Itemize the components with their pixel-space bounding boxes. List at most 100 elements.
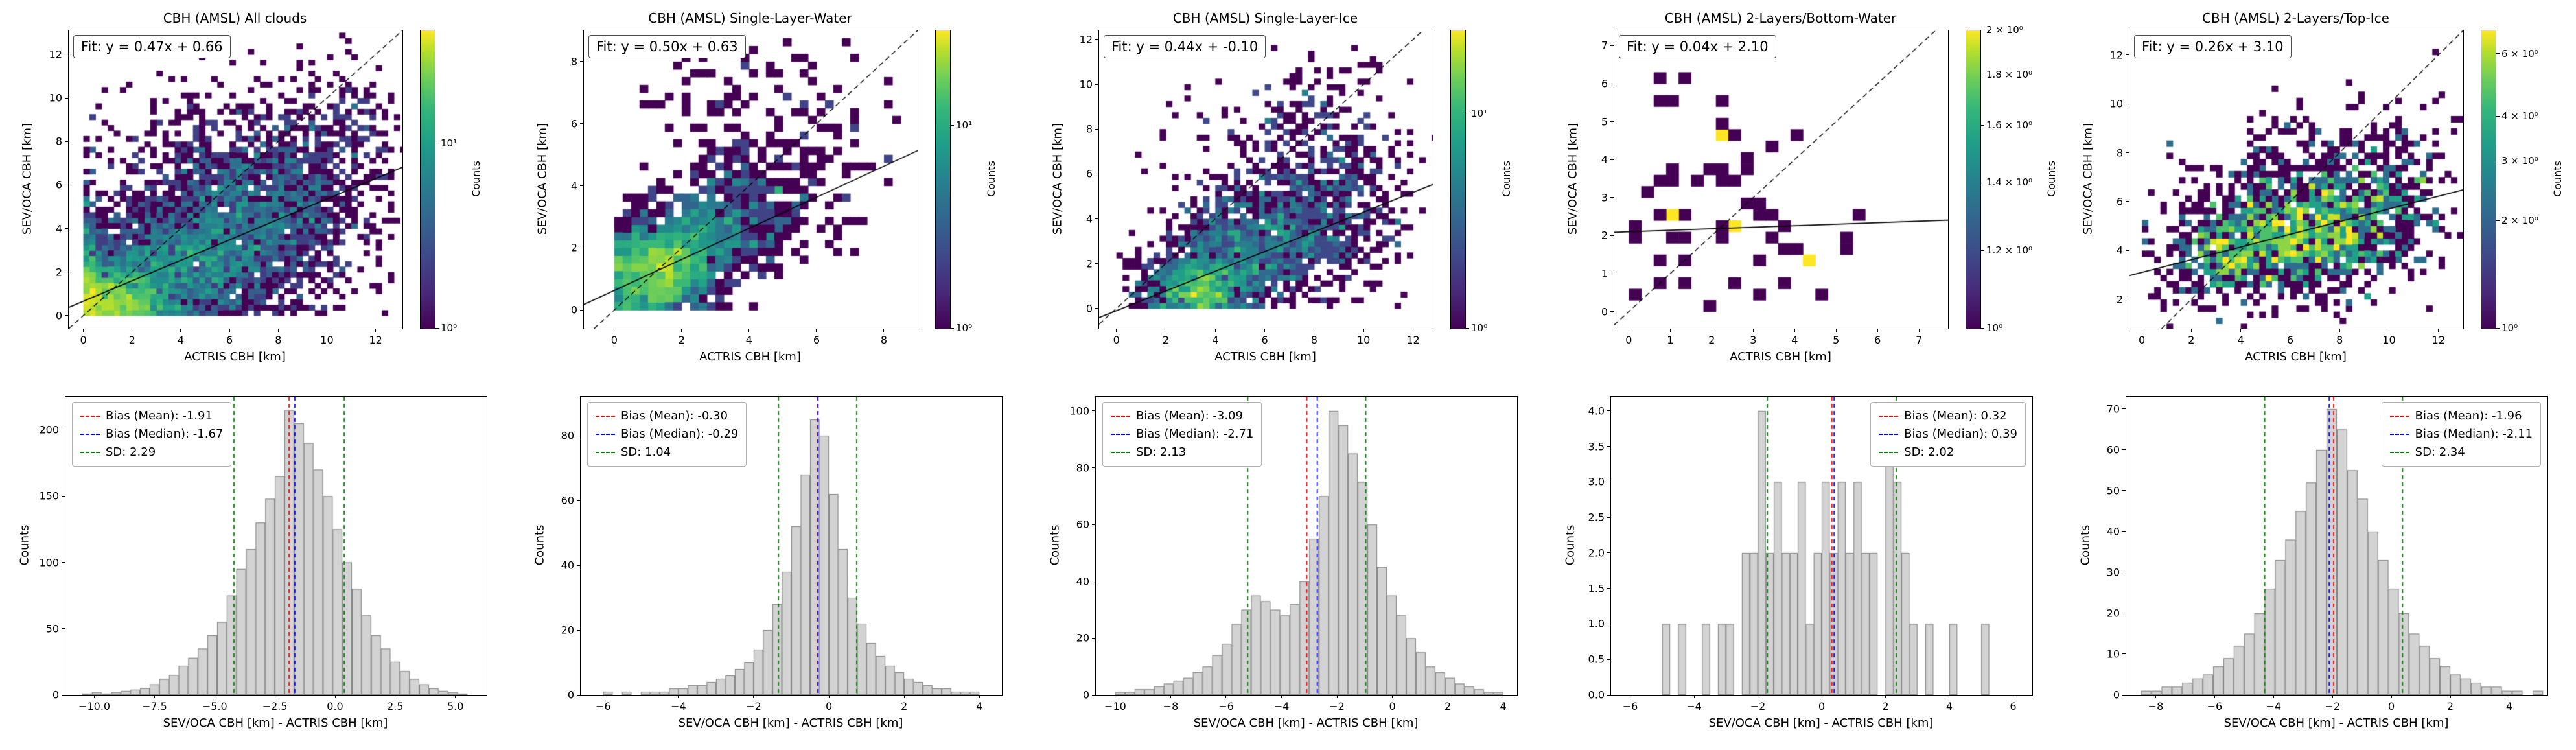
y-tick-mark [577, 500, 580, 501]
y-tick-label: 1 [1601, 267, 1608, 280]
colorbar-tick-mark [2496, 53, 2500, 54]
y-tick-label: 4 [1601, 153, 1608, 166]
legend-label: Bias (Median): 0.39 [1904, 427, 2017, 441]
x-tick-label: 6 [813, 334, 820, 346]
legend-item-bias-mean: Bias (Mean): -1.91 [80, 407, 223, 425]
legend-item-sd: SD: 2.13 [1111, 443, 1253, 462]
y-tick-label: 2 [1601, 229, 1608, 242]
y-tick-label: 2.0 [1588, 546, 1605, 559]
x-tick-label: −4 [671, 700, 686, 712]
x-tick-label: 0 [825, 700, 833, 712]
colorbar: Counts 10¹ 10⁰ [1450, 30, 1544, 334]
x-tick-mark [1264, 329, 1266, 332]
colorbar-tick-mark [951, 327, 954, 329]
legend-label: Bias (Mean): -1.91 [106, 409, 213, 423]
legend-item-bias-median: Bias (Median): -0.29 [596, 425, 738, 443]
y-axis-label: SEV/OCA CBH [km] [535, 123, 550, 235]
chart-title: CBH (AMSL) 2-Layers/Bottom-Water [1664, 10, 1897, 26]
legend-label: SD: 1.04 [621, 445, 671, 459]
y-tick-mark [2122, 490, 2126, 491]
plot-area: Fit: y = 0.50x + 0.63 0 2 4 6 8 0 2 4 6 8 [571, 30, 918, 346]
sd-line-swatch [1111, 451, 1130, 453]
plot-area: Fit: y = 0.47x + 0.66 0 2 4 6 8 10 12 0 2 4 6 8 10 12 [49, 30, 403, 346]
median-line-swatch [596, 433, 615, 435]
colorbar-label: Counts [2045, 161, 2058, 197]
median-line-swatch [1879, 433, 1899, 435]
y-tick-mark [62, 628, 65, 629]
colorbar-tick-mark [2496, 115, 2500, 117]
colorbar-tick-label: 6 × 10⁰ [2501, 47, 2538, 60]
x-tick-mark [1336, 695, 1338, 698]
y-tick-label: 20 [2106, 607, 2120, 620]
y-tick-label: 3.5 [1588, 440, 1605, 453]
x-tick-label: 2 [2188, 334, 2195, 346]
x-tick-mark [1214, 329, 1216, 332]
x-tick-mark [903, 695, 905, 698]
median-line-swatch [2389, 433, 2409, 435]
y-tick-mark [1095, 128, 1098, 130]
y-tick-mark [1607, 588, 1610, 589]
y-axis-label: SEV/OCA CBH [km] [1050, 123, 1065, 235]
y-tick-mark [580, 309, 583, 311]
x-tick-mark [979, 695, 980, 698]
y-tick-label: 2.5 [1588, 511, 1605, 524]
legend-label: Bias (Mean): -0.30 [621, 409, 728, 423]
x-tick-label: 8 [2336, 334, 2343, 346]
mean-line-swatch [1879, 415, 1899, 417]
panel-scatter-2layers-bottom-water: CBH (AMSL) 2-Layers/Bottom-Water SEV/OCA… [1546, 4, 2061, 377]
x-tick-mark [681, 329, 682, 332]
x-tick-label: 2 [128, 334, 135, 346]
y-tick-mark [577, 565, 580, 566]
legend: Bias (Mean): -1.96 Bias (Median): -2.11 … [2381, 402, 2541, 467]
colorbar-tick-mark [435, 327, 439, 329]
legend: Bias (Mean): -3.09 Bias (Median): -2.71 … [1102, 402, 1262, 467]
x-tick-label: −4 [1686, 700, 1702, 712]
colorbar-tick-mark [1981, 250, 1984, 251]
y-tick-label: 0 [1601, 305, 1608, 318]
panel-hist-all-clouds: Counts Bias (Mean): -1.91 Bias (Median):… [0, 377, 515, 746]
chart-title: CBH (AMSL) Single-Layer-Ice [1172, 10, 1358, 26]
colorbar-label: Counts [1500, 161, 1513, 197]
y-tick-mark [2122, 408, 2126, 410]
heatmap-canvas [69, 30, 402, 329]
y-tick-mark [65, 228, 68, 229]
y-tick-label: 200 [39, 423, 59, 436]
x-tick-mark [1877, 329, 1878, 332]
y-axis-label: Counts [17, 524, 32, 566]
legend-label: Bias (Mean): 0.32 [1904, 409, 2007, 423]
y-tick-label: 0 [2113, 688, 2120, 701]
heatmap-canvas [2129, 30, 2463, 329]
y-tick-mark [1610, 197, 1614, 198]
x-axis-label: SEV/OCA CBH [km] - ACTRIS CBH [km] [1708, 716, 1934, 730]
x-tick-label: 0 [1389, 700, 1396, 712]
x-tick-label: 0 [80, 334, 87, 346]
y-tick-label: 10 [2109, 97, 2123, 110]
x-tick-label: 1 [1667, 334, 1674, 346]
y-tick-mark [1610, 45, 1614, 46]
x-tick-mark [334, 695, 336, 698]
x-tick-mark [2240, 329, 2242, 332]
fit-annotation: Fit: y = 0.50x + 0.63 [588, 35, 746, 58]
x-tick-label: −4 [2266, 700, 2282, 712]
x-tick-label: −2 [1329, 700, 1345, 712]
x-tick-mark [2339, 329, 2340, 332]
plot-area: Fit: y = 0.04x + 2.10 0 1 2 3 4 5 6 7 0 1 2 3 4 5 6 7 [1601, 30, 1949, 346]
x-tick-label: 4 [1791, 334, 1798, 346]
y-tick-label: 6 [55, 178, 62, 191]
y-tick-mark [62, 562, 65, 563]
x-tick-mark [753, 695, 754, 698]
y-tick-label: 60 [561, 494, 574, 507]
legend-label: Bias (Median): -0.29 [621, 427, 739, 441]
colorbar: Counts 10¹ 10⁰ [935, 30, 1029, 334]
y-tick-label: 1.0 [1588, 617, 1605, 630]
x-tick-mark [2214, 695, 2215, 698]
x-tick-label: 12 [369, 334, 382, 346]
panel-hist-2layers-top-ice: Counts Bias (Mean): -1.96 Bias (Median):… [2061, 377, 2576, 746]
x-tick-mark [748, 329, 750, 332]
legend-item-bias-median: Bias (Median): -2.11 [2389, 425, 2533, 443]
colorbar-tick-label: 10⁰ [441, 322, 458, 334]
x-tick-label: 2 [1708, 334, 1715, 346]
x-tick-mark [1392, 695, 1393, 698]
y-tick-label: 10 [2106, 648, 2120, 661]
y-tick-label: 5 [1601, 115, 1608, 128]
